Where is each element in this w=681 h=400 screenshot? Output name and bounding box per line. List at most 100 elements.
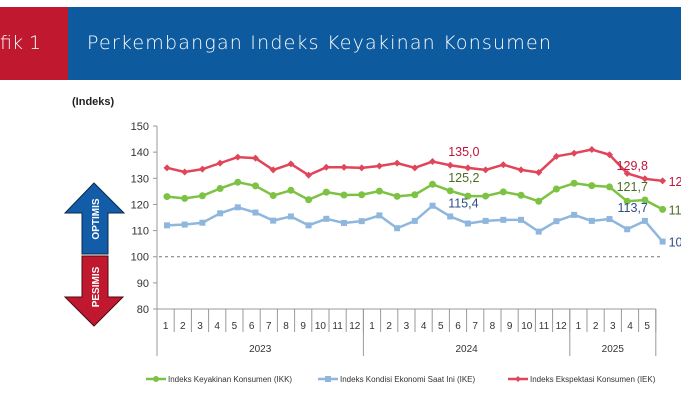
pesimis-label: PESIMIS — [91, 266, 102, 307]
month-label: 2 — [593, 321, 599, 332]
iek-point — [641, 175, 649, 183]
iek-point — [606, 151, 613, 159]
ike-point — [659, 238, 666, 245]
month-label: 9 — [507, 321, 513, 332]
ikk-point — [623, 197, 631, 205]
month-label: 8 — [283, 321, 289, 332]
ikk-point — [340, 191, 348, 199]
iek-point — [659, 177, 667, 185]
ikk-point — [163, 193, 171, 201]
y-tick-label: 140 — [131, 147, 149, 159]
y-tick-label: 120 — [131, 199, 149, 211]
y-tick-label: 130 — [131, 173, 149, 185]
month-label: 3 — [197, 321, 203, 332]
data-label-iek: 12 — [669, 175, 681, 189]
iek-point — [429, 158, 436, 166]
iek-point — [216, 159, 224, 167]
iek-point — [358, 164, 366, 172]
ikk-point — [234, 178, 242, 186]
month-label: 5 — [438, 321, 444, 332]
ike-point — [553, 218, 560, 225]
data-label-ike: 115,4 — [448, 196, 478, 210]
ike-point — [641, 217, 648, 224]
iek-point — [464, 164, 472, 172]
iek-point — [623, 169, 631, 177]
iek-point — [234, 153, 242, 161]
year-label: 2025 — [602, 344, 625, 355]
ikk-point — [641, 196, 649, 204]
y-tick-label: 80 — [137, 304, 149, 316]
month-label: 3 — [610, 321, 616, 332]
ike-point — [482, 217, 489, 224]
ike-point — [464, 220, 471, 227]
year-label: 2024 — [455, 344, 478, 355]
ikk-point — [181, 194, 189, 202]
month-label: 9 — [300, 321, 306, 332]
y-tick-label: 90 — [137, 278, 149, 290]
ike-point — [500, 216, 507, 223]
legend-ike-marker — [325, 376, 331, 382]
data-label-ikk: 125,2 — [448, 171, 479, 185]
legend-ike-label: Indeks Kondisi Ekonomi Saat Ini (IKE) — [340, 375, 476, 384]
iek-point — [269, 166, 277, 174]
iek-point — [570, 149, 578, 157]
month-label: 10 — [315, 321, 327, 332]
legend-ikk-marker — [153, 376, 159, 382]
ikk-point — [535, 197, 543, 205]
ike-point — [217, 210, 224, 217]
ikk-point — [446, 187, 454, 195]
month-label: 5 — [644, 321, 650, 332]
ike-point — [447, 213, 454, 220]
ikk-point — [570, 179, 578, 187]
month-label: 2 — [386, 321, 392, 332]
ikk-point — [393, 192, 401, 200]
data-label-ike: 113,7 — [618, 201, 648, 215]
month-label: 4 — [421, 321, 427, 332]
ikk-point — [375, 187, 383, 195]
month-label: 7 — [266, 321, 272, 332]
month-label: 3 — [404, 321, 410, 332]
y-tick-label: 150 — [131, 121, 149, 133]
ike-point — [429, 202, 436, 209]
ike-point — [411, 217, 418, 224]
ikk-point — [216, 184, 224, 192]
iek-point — [411, 164, 419, 172]
ikk-point — [606, 183, 613, 191]
month-label: 1 — [163, 321, 169, 332]
ikk-point — [659, 205, 667, 213]
month-label: 1 — [576, 321, 582, 332]
iek-point — [535, 169, 543, 177]
pesimis-arrow: PESIMIS — [63, 255, 125, 327]
ikk-point — [517, 191, 525, 199]
month-label: 12 — [349, 321, 361, 332]
ike-point — [234, 204, 241, 211]
ike-point — [588, 217, 595, 224]
month-label: 6 — [455, 321, 461, 332]
month-label: 4 — [627, 321, 633, 332]
header-title-block — [68, 7, 681, 80]
iek-point — [198, 165, 206, 173]
month-label: 2 — [180, 321, 186, 332]
month-label: 1 — [369, 321, 375, 332]
ike-point — [535, 228, 542, 235]
legend-iek-label: Indeks Ekspektasi Konsumen (IEK) — [530, 375, 656, 384]
optimis-arrow: OPTIMIS — [63, 182, 126, 255]
ike-point — [199, 219, 206, 226]
iek-point — [482, 166, 490, 174]
ike-point — [606, 216, 613, 223]
ikk-point — [411, 191, 419, 199]
month-label: 6 — [249, 321, 255, 332]
legend-iek-marker — [515, 376, 521, 382]
ikk-point — [287, 186, 295, 194]
legend-ikk-label: Indeks Keyakinan Konsumen (IKK) — [168, 375, 292, 384]
data-label-ike: 10 — [669, 236, 681, 250]
data-label-iek: 135,0 — [448, 145, 479, 159]
ikk-point — [305, 196, 313, 204]
ike-point — [287, 213, 294, 220]
iek-point — [446, 161, 454, 169]
ikk-point — [482, 192, 490, 200]
iek-point — [517, 166, 525, 174]
ike-point — [518, 216, 524, 223]
ike-point — [358, 218, 365, 225]
